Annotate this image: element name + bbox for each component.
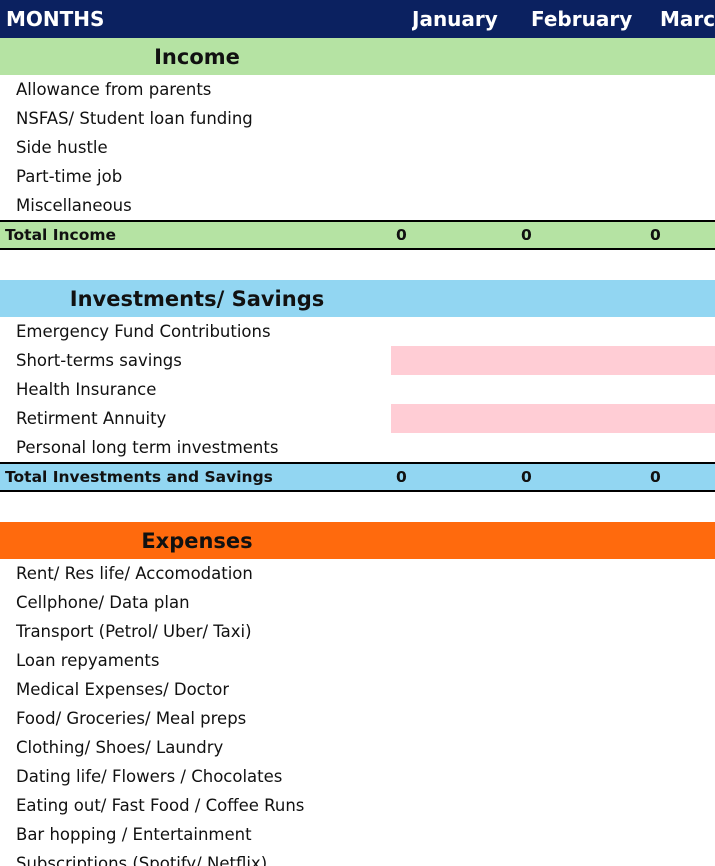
item-label: Emergency Fund Contributions <box>16 322 271 341</box>
line-item: Bar hopping / Entertainment <box>0 820 715 849</box>
month-header: February <box>531 7 633 31</box>
total-label: Total Income <box>5 226 117 244</box>
line-item: Transport (Petrol/ Uber/ Taxi) <box>0 617 715 646</box>
section-header: Investments/ Savings <box>0 280 715 317</box>
input-cell <box>391 404 715 433</box>
section-title: Income <box>154 44 240 69</box>
item-label: Food/ Groceries/ Meal preps <box>16 709 247 728</box>
item-label: Allowance from parents <box>16 80 212 99</box>
item-label: Transport (Petrol/ Uber/ Taxi) <box>16 622 252 641</box>
total-value: 0 <box>396 226 407 244</box>
line-item: Part-time job <box>0 162 715 191</box>
line-item: Short-terms savings <box>0 346 715 375</box>
line-item: Food/ Groceries/ Meal preps <box>0 704 715 733</box>
total-label: Total Investments and Savings <box>5 468 273 486</box>
line-item: Subscriptions (Spotify/ Netflix) <box>0 849 715 866</box>
item-label: NSFAS/ Student loan funding <box>16 109 253 128</box>
section-title: Expenses <box>141 528 253 553</box>
item-label: Miscellaneous <box>16 196 132 215</box>
line-item: Rent/ Res life/ Accomodation <box>0 559 715 588</box>
item-label: Dating life/ Flowers / Chocolates <box>16 767 283 786</box>
input-cell <box>391 346 715 375</box>
item-label: Subscriptions (Spotify/ Netflix) <box>16 854 268 866</box>
total-value: 0 <box>521 468 532 486</box>
total-row: Total Investments and Savings 0 0 0 <box>0 462 715 492</box>
line-item: Eating out/ Fast Food / Coffee Runs <box>0 791 715 820</box>
item-label: Loan repyaments <box>16 651 160 670</box>
total-value: 0 <box>650 226 661 244</box>
month-header: January <box>412 7 498 31</box>
item-label: Retirment Annuity <box>16 409 167 428</box>
header-label: MONTHS <box>6 7 105 31</box>
line-item: Dating life/ Flowers / Chocolates <box>0 762 715 791</box>
total-value: 0 <box>521 226 532 244</box>
line-item: Loan repyaments <box>0 646 715 675</box>
line-item: Allowance from parents <box>0 75 715 104</box>
item-label: Health Insurance <box>16 380 157 399</box>
header-row: MONTHS January February March <box>0 0 715 38</box>
line-item: Emergency Fund Contributions <box>0 317 715 346</box>
line-item: Cellphone/ Data plan <box>0 588 715 617</box>
section-title: Investments/ Savings <box>69 286 325 311</box>
item-label: Cellphone/ Data plan <box>16 593 190 612</box>
section-header: Income <box>0 38 715 75</box>
line-item: Personal long term investments <box>0 433 715 462</box>
item-label: Rent/ Res life/ Accomodation <box>16 564 253 583</box>
item-label: Side hustle <box>16 138 108 157</box>
line-item: NSFAS/ Student loan funding <box>0 104 715 133</box>
line-item: Health Insurance <box>0 375 715 404</box>
total-value: 0 <box>650 468 661 486</box>
item-label: Part-time job <box>16 167 123 186</box>
line-item: Side hustle <box>0 133 715 162</box>
total-value: 0 <box>396 468 407 486</box>
line-item: Clothing/ Shoes/ Laundry <box>0 733 715 762</box>
item-label: Bar hopping / Entertainment <box>16 825 252 844</box>
month-header: March <box>660 7 715 31</box>
item-label: Medical Expenses/ Doctor <box>16 680 230 699</box>
item-label: Personal long term investments <box>16 438 279 457</box>
line-item: Retirment Annuity <box>0 404 715 433</box>
total-row: Total Income 0 0 0 <box>0 220 715 250</box>
item-label: Eating out/ Fast Food / Coffee Runs <box>16 796 305 815</box>
line-item: Miscellaneous <box>0 191 715 220</box>
item-label: Short-terms savings <box>16 351 182 370</box>
section-header: Expenses <box>0 522 715 559</box>
line-item: Medical Expenses/ Doctor <box>0 675 715 704</box>
item-label: Clothing/ Shoes/ Laundry <box>16 738 224 757</box>
